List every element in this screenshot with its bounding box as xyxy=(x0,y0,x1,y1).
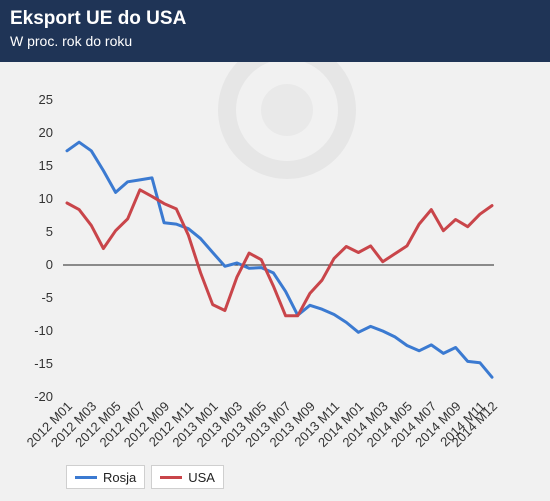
legend-item-rosja[interactable]: Rosja xyxy=(66,465,146,489)
y-tick-label: -5 xyxy=(41,290,53,305)
watermark-logo xyxy=(218,62,356,179)
legend-item-usa[interactable]: USA xyxy=(151,465,224,489)
legend-swatch-usa xyxy=(160,475,183,479)
plot-background xyxy=(0,62,550,501)
y-tick-label: -10 xyxy=(34,323,53,338)
series-line-rosja xyxy=(65,140,494,379)
y-tick-label: 5 xyxy=(46,224,53,239)
chart-title: Eksport UE do USA xyxy=(10,8,187,29)
y-tick-label: 0 xyxy=(46,257,53,272)
chart-subtitle: W proc. rok do roku xyxy=(10,33,133,49)
chart-legend: Rosja USA xyxy=(66,465,224,489)
legend-swatch-rosja xyxy=(75,475,97,479)
legend-label-rosja: Rosja xyxy=(103,469,137,485)
y-tick-label: 15 xyxy=(39,158,53,173)
series-line-usa xyxy=(65,188,494,318)
y-tick-label: 20 xyxy=(39,125,53,140)
chart-header: Eksport UE do USA W proc. rok do roku xyxy=(0,0,550,62)
y-tick-label: -20 xyxy=(34,389,53,404)
y-tick-label: 25 xyxy=(39,92,53,107)
legend-label-usa: USA xyxy=(188,469,215,485)
y-tick-label: 10 xyxy=(39,191,53,206)
y-tick-label: -15 xyxy=(34,356,53,371)
